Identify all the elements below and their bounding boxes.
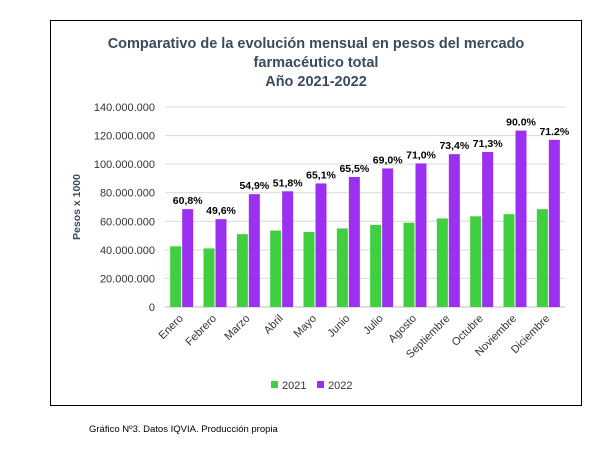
bar-2021-octubre — [470, 216, 482, 307]
data-label: 65,5% — [339, 163, 369, 175]
data-label: 71,3% — [473, 138, 503, 150]
x-tick-label: Marzo — [222, 313, 252, 343]
y-tick-label: 40.000.000 — [100, 245, 155, 257]
y-tick-label: 0 — [149, 302, 155, 314]
bar-2021-diciembre — [536, 209, 548, 307]
y-tick-label: 140.000.000 — [94, 102, 155, 114]
bar-2022-febrero — [215, 219, 227, 307]
bar-2022-abril — [282, 191, 294, 307]
data-label: 71.2% — [539, 126, 569, 138]
chart-title-line-2: farmacéutico total — [253, 55, 379, 71]
data-label: 71,0% — [406, 149, 436, 161]
chart-title-line-1: Comparativo de la evolución mensual en p… — [107, 36, 525, 52]
legend-label-2021: 2021 — [282, 380, 306, 392]
legend-label-2022: 2022 — [328, 380, 352, 392]
bar-2021-julio — [370, 224, 382, 307]
bar-2022-mayo — [315, 183, 327, 307]
x-tick-label: Agosto — [386, 313, 419, 346]
bar-2022-enero — [182, 209, 194, 307]
figure-caption: Gráfico Nº3. Datos IQVIA. Producción pro… — [89, 424, 278, 435]
chart-title: Comparativo de la evolución mensual en p… — [50, 35, 582, 92]
x-tick-label: Junio — [325, 313, 352, 340]
data-label: 65,1% — [306, 169, 336, 181]
y-tick-label: 20.000.000 — [100, 273, 155, 285]
y-axis-ticks: 0 20.000.000 40.000.000 60.000.000 80.000.00… — [94, 102, 155, 314]
data-label: 60,8% — [173, 195, 203, 207]
bar-2021-mayo — [303, 232, 315, 307]
bar-2022-noviembre — [515, 130, 527, 307]
gridlines — [165, 106, 565, 308]
bar-2022-octubre — [482, 152, 494, 307]
y-tick-label: 80.000.000 — [100, 188, 155, 200]
data-label: 69,0% — [373, 154, 403, 166]
legend-swatch-2022 — [317, 381, 324, 388]
bar-2021-septiembre — [436, 218, 448, 307]
x-tick-label: Enero — [157, 313, 186, 342]
bar-2021-enero — [170, 246, 182, 307]
bar-2022-septiembre — [448, 154, 460, 307]
bar-2022-julio — [382, 168, 394, 307]
data-label: 51,8% — [273, 177, 303, 189]
data-label: 90.0% — [506, 117, 536, 129]
bar-2022-agosto — [415, 163, 427, 307]
x-tick-label: Mayo — [292, 313, 320, 341]
bar-2021-febrero — [203, 248, 215, 307]
bar-2021-junio — [336, 228, 348, 307]
legend-swatch-2021 — [271, 381, 278, 388]
bar-2022-junio — [348, 177, 360, 307]
legend: 2021 2022 — [271, 380, 352, 392]
chart-title-line-3: Año 2021-2022 — [265, 74, 367, 90]
y-tick-label: 60.000.000 — [100, 216, 155, 228]
bar-2021-noviembre — [503, 214, 515, 307]
bar-2021-marzo — [236, 234, 248, 307]
bars — [170, 130, 560, 307]
y-axis-label: Pesos x 1000 — [71, 174, 83, 240]
bar-2021-agosto — [403, 222, 415, 307]
x-tick-label: Julio — [361, 313, 385, 337]
bar-2022-diciembre — [548, 139, 560, 307]
x-tick-label: Febrero — [183, 313, 219, 349]
data-label: 54,9% — [239, 180, 269, 192]
data-labels: 60,8%49,6% 54,9% 51,8%65,1%65,5% 69,0% 71,0%… — [173, 117, 570, 218]
y-tick-label: 100.000.000 — [94, 159, 155, 171]
data-label: 49,6% — [206, 205, 236, 217]
y-tick-label: 120.000.000 — [94, 131, 155, 143]
x-tick-label: Abril — [262, 313, 286, 337]
data-label: 73,4% — [439, 140, 469, 152]
bar-2021-abril — [270, 230, 282, 307]
bar-2022-marzo — [248, 194, 260, 307]
